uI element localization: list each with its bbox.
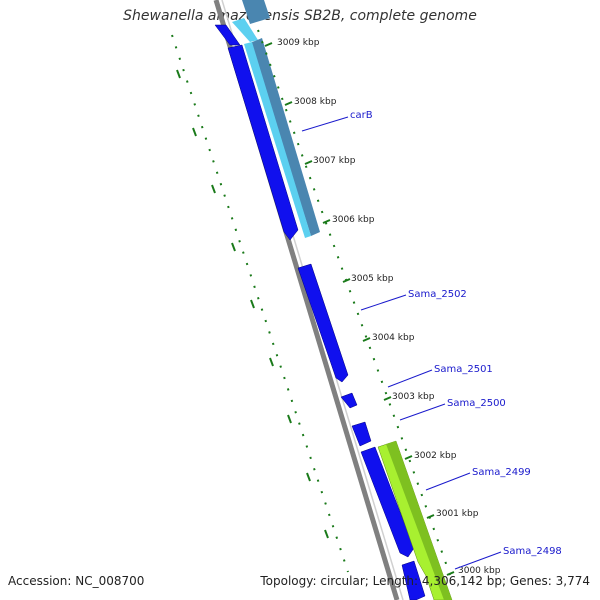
kbp-label: 3006 kbp bbox=[332, 215, 375, 225]
gene-label-sama-2499[interactable]: Sama_2499 bbox=[472, 467, 531, 478]
kbp-label: 3001 kbp bbox=[436, 509, 479, 519]
reverse-feature[interactable] bbox=[232, 18, 258, 42]
kbp-labels: 3009 kbp 3008 kbp 3007 kbp 3006 kbp 3005… bbox=[277, 38, 501, 576]
reverse-feature[interactable] bbox=[242, 0, 270, 24]
reverse-feature[interactable] bbox=[250, 38, 320, 236]
gene-leader-lines bbox=[301, 116, 502, 570]
cds-feature[interactable] bbox=[360, 446, 415, 558]
map-title: Shewanella amazonensis SB2B, complete ge… bbox=[123, 8, 477, 24]
gene-label-sama-2498[interactable]: Sama_2498 bbox=[503, 546, 562, 557]
kbp-label: 3000 kbp bbox=[458, 566, 501, 576]
kbp-label: 3003 kbp bbox=[392, 392, 435, 402]
outer-ruler-major-ticks bbox=[264, 42, 455, 576]
reverse-feature-track bbox=[232, 0, 320, 238]
gene-labels: carB Sama_2502 Sama_2501 Sama_2500 Sama_… bbox=[350, 110, 562, 557]
kbp-label: 3004 kbp bbox=[372, 333, 415, 343]
cds-feature[interactable] bbox=[214, 24, 241, 46]
accession-text: Accession: NC_008700 bbox=[8, 574, 145, 588]
cds-feature[interactable] bbox=[340, 392, 358, 409]
kbp-label: 3002 kbp bbox=[414, 451, 457, 461]
kbp-label: 3005 kbp bbox=[351, 274, 394, 284]
cds-feature[interactable] bbox=[351, 421, 372, 447]
green-feature-shade bbox=[386, 441, 452, 600]
cds-feature[interactable] bbox=[227, 44, 299, 241]
outer-ruler bbox=[257, 29, 451, 576]
reverse-feature[interactable] bbox=[244, 42, 311, 238]
inner-ruler-major-ticks bbox=[176, 69, 329, 539]
genome-stats-text: Topology: circular; Length: 4,306,142 bp… bbox=[260, 574, 590, 588]
kbp-label: 3008 kbp bbox=[294, 97, 337, 107]
gene-label-sama-2502[interactable]: Sama_2502 bbox=[408, 289, 467, 300]
kbp-label: 3007 kbp bbox=[313, 156, 356, 166]
cds-feature[interactable] bbox=[401, 560, 426, 600]
gene-label-sama-2500[interactable]: Sama_2500 bbox=[447, 398, 506, 409]
gene-label-sama-2501[interactable]: Sama_2501 bbox=[434, 364, 493, 375]
kbp-label: 3009 kbp bbox=[277, 38, 320, 48]
forward-cds-track bbox=[214, 24, 426, 600]
gene-label-carB[interactable]: carB bbox=[350, 110, 373, 121]
cds-feature[interactable] bbox=[297, 263, 349, 383]
